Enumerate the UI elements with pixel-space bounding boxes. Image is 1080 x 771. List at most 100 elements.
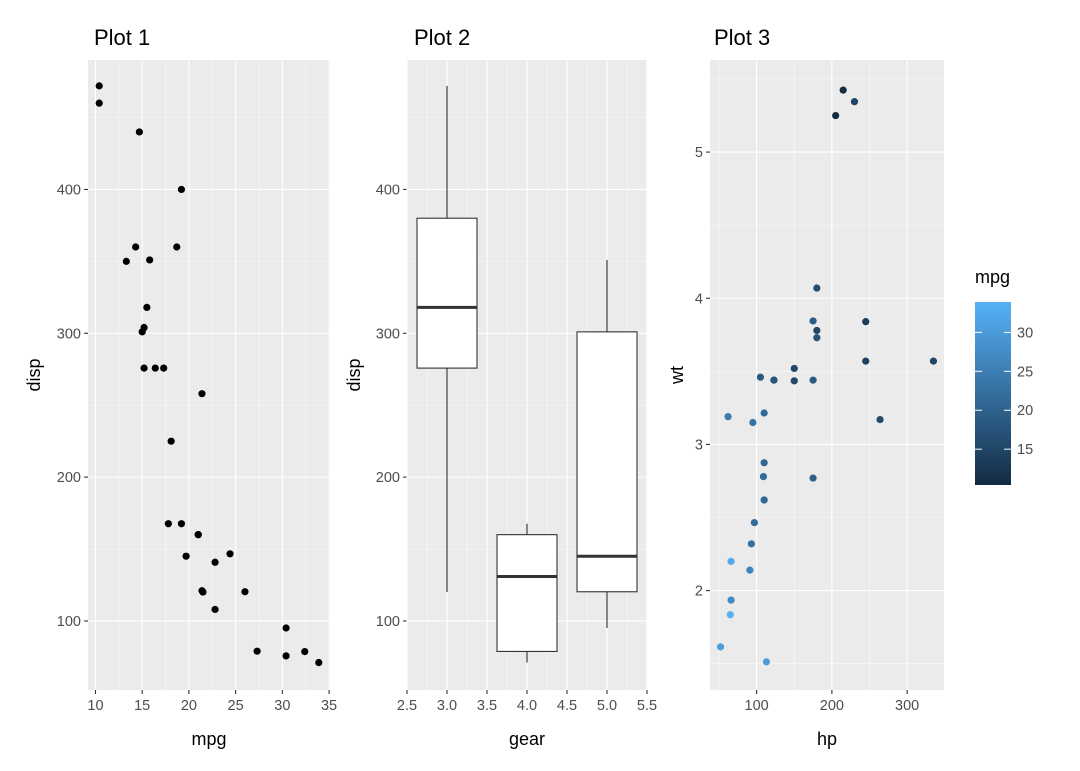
- data-point: [790, 364, 798, 373]
- data-point: [724, 413, 732, 421]
- data-point: [760, 459, 768, 467]
- data-point: [177, 520, 186, 528]
- legend-tick-label: 20: [1017, 403, 1033, 419]
- x-tick-label: 30: [274, 698, 290, 714]
- data-point: [813, 284, 821, 292]
- legend-title: mpg: [975, 267, 1010, 287]
- data-point: [138, 328, 146, 336]
- data-point: [122, 257, 130, 265]
- data-point: [813, 326, 821, 335]
- y-tick-label: 200: [57, 470, 81, 486]
- data-point: [194, 531, 202, 539]
- data-point: [282, 652, 290, 660]
- y-tick-label: 100: [57, 614, 81, 630]
- data-point: [177, 185, 186, 194]
- panel-background: [88, 60, 330, 690]
- data-point: [876, 415, 884, 424]
- y-tick-label: 400: [57, 182, 81, 198]
- data-point: [862, 318, 870, 326]
- data-point: [759, 472, 768, 481]
- y-tick-label: 100: [376, 614, 400, 630]
- y-tick-label: 5: [695, 145, 703, 161]
- y-tick-label: 2: [695, 584, 703, 600]
- x-axis-title: mpg: [191, 729, 226, 749]
- x-tick-label: 10: [87, 698, 103, 714]
- legend-tick-label: 25: [1017, 364, 1033, 380]
- legend-colorbar: [975, 302, 1011, 485]
- data-point: [198, 587, 206, 595]
- panel-background: [710, 60, 944, 690]
- plot-3: 2 3 4 5 100 200 300 Plot 3 hp wt: [667, 25, 944, 749]
- data-point: [770, 376, 778, 384]
- data-point: [282, 624, 290, 632]
- y-axis-title: disp: [344, 358, 364, 391]
- x-tick-label: 4.5: [557, 698, 577, 714]
- plot-title: Plot 1: [94, 25, 150, 50]
- x-tick-label: 100: [745, 698, 769, 714]
- data-point: [198, 390, 206, 398]
- data-point: [315, 658, 323, 667]
- data-point: [253, 647, 261, 655]
- data-point: [809, 376, 817, 384]
- data-point: [726, 611, 734, 619]
- data-point: [760, 409, 768, 417]
- x-tick-label: 300: [895, 698, 919, 714]
- y-axis-title: disp: [24, 358, 44, 391]
- legend-tick-label: 15: [1017, 442, 1033, 458]
- data-point: [160, 364, 168, 372]
- x-tick-label: 15: [134, 698, 150, 714]
- legend-tick-label: 30: [1017, 325, 1033, 341]
- y-axis-title: wt: [667, 366, 687, 385]
- box-gear-3: [416, 217, 478, 369]
- data-point: [140, 364, 148, 372]
- data-point: [143, 303, 151, 311]
- x-tick-label: 35: [321, 698, 337, 714]
- x-tick-label: 5.0: [597, 698, 617, 714]
- data-point: [760, 496, 768, 504]
- data-point: [211, 605, 219, 614]
- data-point: [716, 643, 725, 651]
- x-tick-label: 3.0: [437, 698, 457, 714]
- data-point: [746, 566, 754, 574]
- plot-title: Plot 3: [714, 25, 770, 50]
- data-point: [167, 437, 175, 445]
- data-point: [813, 334, 821, 342]
- data-point: [146, 256, 154, 264]
- data-point: [95, 82, 103, 90]
- data-point: [929, 357, 938, 365]
- data-point: [756, 373, 765, 381]
- data-point: [790, 377, 798, 385]
- data-point: [95, 99, 103, 107]
- data-point: [749, 418, 757, 427]
- plot-title: Plot 2: [414, 25, 470, 50]
- x-tick-label: 2.5: [397, 698, 417, 714]
- plot-2: 100 200 300 400 2.5 3.0 3.5 4.0 4.5 5.0 5.5 Plot 2 g…: [344, 25, 657, 749]
- data-point: [747, 540, 755, 548]
- x-axis-title: gear: [509, 729, 545, 749]
- data-point: [727, 596, 735, 604]
- y-tick-label: 200: [376, 470, 400, 486]
- y-tick-label: 4: [695, 291, 703, 307]
- x-tick-label: 20: [181, 698, 197, 714]
- data-point: [173, 243, 181, 251]
- data-point: [241, 588, 249, 596]
- data-point: [750, 519, 758, 527]
- box-gear-5: [576, 331, 638, 593]
- x-tick-label: 4.0: [517, 698, 537, 714]
- data-point: [762, 658, 771, 666]
- data-point: [211, 558, 219, 566]
- data-point: [862, 357, 870, 365]
- data-point: [226, 550, 234, 558]
- x-tick-label: 5.5: [637, 698, 657, 714]
- y-tick-label: 400: [376, 182, 400, 198]
- x-tick-label: 25: [228, 698, 244, 714]
- x-tick-label: 200: [820, 698, 844, 714]
- y-tick-label: 300: [376, 326, 400, 342]
- data-point: [164, 520, 172, 528]
- plot-1: 100 200 300 400 10 15 20 25 30 35 Plot 1 mpg disp: [24, 25, 337, 749]
- data-point: [132, 243, 140, 251]
- data-point: [809, 474, 817, 482]
- data-point: [850, 98, 859, 106]
- legend: mpg 15 20 25 30: [975, 267, 1033, 485]
